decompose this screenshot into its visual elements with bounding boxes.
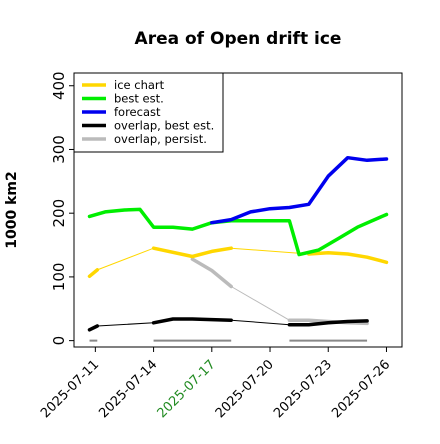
legend-label: best est.: [114, 92, 164, 106]
series-line-overlap-persist: [230, 286, 290, 321]
legend-label: forecast: [114, 105, 161, 119]
series-line-forecast: [210, 155, 389, 225]
series-line-ice-chart: [151, 246, 233, 259]
x-tick-label: 2025-07-14: [96, 357, 160, 421]
series-line-ice-chart: [87, 268, 100, 279]
y-tick-label: 200: [50, 199, 68, 228]
series-line-overlap-best-est: [287, 319, 369, 327]
series-line-overlap-best-est: [96, 322, 155, 327]
legend-label: ice chart: [114, 78, 165, 92]
x-tick-label: 2025-07-17: [155, 357, 219, 421]
series-line-ice-chart: [96, 247, 155, 271]
series-line-overlap-persist: [190, 257, 233, 289]
x-tick-label: 2025-07-11: [38, 357, 102, 421]
y-tick-label: 400: [50, 71, 68, 100]
x-tick-label: 2025-07-26: [329, 357, 393, 421]
chart-title: Area of Open drift ice: [135, 29, 342, 49]
series-line-overlap-best-est: [151, 317, 233, 325]
y-axis-label: 1000 km2: [4, 171, 20, 248]
series-line-ice-chart: [230, 247, 310, 255]
plot-frame: [73, 72, 403, 348]
series-line-overlap-best-est: [230, 319, 290, 326]
legend-label: overlap, persist.: [114, 132, 207, 146]
y-tick-label: 100: [50, 263, 68, 292]
y-tick-label: 0: [50, 336, 68, 346]
legend-label: overlap, best est.: [114, 119, 214, 133]
x-tick-label: 2025-07-20: [213, 357, 277, 421]
series-line-ice-chart: [307, 250, 389, 265]
y-tick-label: 300: [50, 135, 68, 164]
series-line-overlap-best-est: [87, 324, 100, 332]
x-tick-label: 2025-07-23: [271, 357, 335, 421]
